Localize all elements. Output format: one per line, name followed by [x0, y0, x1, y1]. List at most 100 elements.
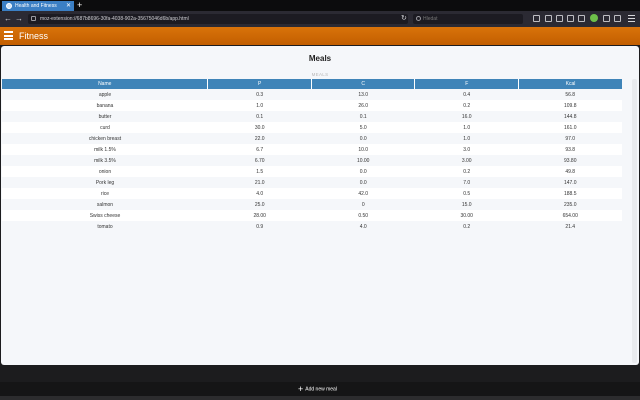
- new-tab-button[interactable]: +: [77, 0, 83, 10]
- extensions-icon[interactable]: [614, 15, 621, 22]
- cell-name: milk 1.5%: [2, 144, 208, 155]
- url-text: moz-extension://687b8696-30fa-4038-902a-…: [40, 16, 189, 22]
- cell-fat: 15.0: [414, 199, 519, 210]
- cell-carbs: 13.0: [311, 89, 415, 100]
- cell-kcal: 654.00: [518, 210, 622, 221]
- table-row[interactable]: curd 30.0 5.0 1.0 161.0: [2, 122, 622, 133]
- cell-kcal: 144.8: [518, 111, 622, 122]
- cell-kcal: 97.0: [518, 133, 622, 144]
- cell-protein: 6.70: [207, 155, 312, 166]
- add-new-meal-button[interactable]: + Add new meal: [298, 382, 337, 396]
- table-row[interactable]: milk 3.5% 6.70 10.00 3.00 93.80: [2, 155, 622, 166]
- cell-name: tomato: [2, 221, 208, 232]
- cell-carbs: 4.0: [311, 221, 415, 232]
- table-row[interactable]: Swiss cheese 28.00 0.50 30.00 654.00: [2, 210, 622, 221]
- url-bar[interactable]: moz-extension://687b8696-30fa-4038-902a-…: [28, 14, 408, 24]
- column-header-f[interactable]: F: [414, 79, 519, 89]
- cell-fat: 0.5: [414, 188, 519, 199]
- cell-protein: 25.0: [207, 199, 312, 210]
- add-new-meal-label: Add new meal: [305, 386, 337, 393]
- menu-icon[interactable]: [628, 15, 635, 22]
- cell-name: Swiss cheese: [2, 210, 208, 221]
- browser-tab-strip: Health and Fitness ✕ +: [0, 0, 640, 11]
- cell-name: curd: [2, 122, 208, 133]
- cell-protein: 21.0: [207, 177, 312, 188]
- meals-table-body: apple 0.3 13.0 0.4 56.8 banana 1.0 26.0 0.2 109.8…: [2, 89, 622, 232]
- table-row[interactable]: tomato 0.9 4.0 0.2 21.4: [2, 221, 622, 232]
- browser-tab[interactable]: Health and Fitness ✕: [2, 1, 74, 11]
- cell-protein: 1.5: [207, 166, 312, 177]
- column-header-name[interactable]: Name: [2, 79, 209, 89]
- table-row[interactable]: apple 0.3 13.0 0.4 56.8: [2, 89, 622, 100]
- cell-kcal: 188.5: [518, 188, 622, 199]
- shield-icon[interactable]: [578, 15, 585, 22]
- table-row[interactable]: chicken breast 22.0 0.0 1.0 97.0: [2, 133, 622, 144]
- cell-carbs: 0.0: [311, 133, 415, 144]
- cell-name: Pork leg: [2, 177, 208, 188]
- cell-protein: 6.7: [207, 144, 312, 155]
- table-row[interactable]: milk 1.5% 6.7 10.0 3.0 93.8: [2, 144, 622, 155]
- cell-carbs: 0: [311, 199, 415, 210]
- table-row[interactable]: onion 1.5 0.0 0.2 49.8: [2, 166, 622, 177]
- cell-name: banana: [2, 100, 208, 111]
- app-header: Fitness: [0, 27, 640, 45]
- search-input[interactable]: [423, 16, 518, 22]
- cell-fat: 3.0: [414, 144, 519, 155]
- column-header-kcal[interactable]: Kcal: [518, 79, 622, 89]
- plus-icon: +: [298, 384, 304, 394]
- sidebar-icon[interactable]: [556, 15, 563, 22]
- cell-kcal: 161.0: [518, 122, 622, 133]
- table-row[interactable]: Pork leg 21.0 0.0 7.0 147.0: [2, 177, 622, 188]
- section-label: MEALS: [311, 72, 329, 77]
- cell-name: onion: [2, 166, 208, 177]
- cell-name: butter: [2, 111, 208, 122]
- cell-fat: 16.0: [414, 111, 519, 122]
- cell-protein: 28.00: [207, 210, 312, 221]
- cell-fat: 3.00: [414, 155, 519, 166]
- cell-name: rice: [2, 188, 208, 199]
- cell-carbs: 10.00: [311, 155, 415, 166]
- table-row[interactable]: butter 0.1 0.1 16.0 144.8: [2, 111, 622, 122]
- column-header-c[interactable]: C: [311, 79, 416, 89]
- column-header-p[interactable]: P: [207, 79, 312, 89]
- forward-icon[interactable]: →: [15, 14, 23, 23]
- meals-table: Name P C F Kcal apple 0.3 13.0 0.4 56.8 banan…: [2, 79, 622, 232]
- scrollbar[interactable]: [632, 79, 637, 363]
- cell-fat: 0.4: [414, 89, 519, 100]
- cell-kcal: 56.8: [518, 89, 622, 100]
- reload-icon[interactable]: ↻: [401, 15, 407, 22]
- app-title: Fitness: [19, 31, 49, 41]
- cell-carbs: 0.1: [311, 111, 415, 122]
- close-icon[interactable]: ✕: [65, 3, 71, 9]
- cell-fat: 1.0: [414, 122, 519, 133]
- cell-carbs: 26.0: [311, 100, 415, 111]
- page-icon: [31, 16, 36, 21]
- cell-kcal: 109.8: [518, 100, 622, 111]
- cell-kcal: 49.8: [518, 166, 622, 177]
- table-header-row: Name P C F Kcal: [2, 79, 622, 89]
- pocket-icon[interactable]: [603, 15, 610, 22]
- account-icon[interactable]: [567, 15, 574, 22]
- main-panel: Meals MEALS Name P C F Kcal apple 0.3 13.0…: [1, 46, 639, 365]
- cell-fat: 0.2: [414, 166, 519, 177]
- extension-icon[interactable]: [590, 14, 598, 22]
- globe-icon: [6, 3, 12, 9]
- library-icon[interactable]: [545, 15, 552, 22]
- cell-fat: 0.2: [414, 221, 519, 232]
- cell-carbs: 0.0: [311, 166, 415, 177]
- cell-protein: 22.0: [207, 133, 312, 144]
- hamburger-icon[interactable]: [4, 31, 13, 40]
- cell-protein: 0.3: [207, 89, 312, 100]
- table-row[interactable]: salmon 25.0 0 15.0 235.0: [2, 199, 622, 210]
- back-icon[interactable]: ←: [4, 14, 12, 23]
- table-row[interactable]: rice 4.0 42.0 0.5 188.5: [2, 188, 622, 199]
- cell-protein: 30.0: [207, 122, 312, 133]
- table-row[interactable]: banana 1.0 26.0 0.2 109.8: [2, 100, 622, 111]
- search-bar: [413, 14, 523, 24]
- cell-kcal: 235.0: [518, 199, 622, 210]
- tools-icon[interactable]: [533, 15, 540, 22]
- cell-carbs: 0.0: [311, 177, 415, 188]
- cell-name: salmon: [2, 199, 208, 210]
- cell-kcal: 93.80: [518, 155, 622, 166]
- cell-fat: 0.2: [414, 100, 519, 111]
